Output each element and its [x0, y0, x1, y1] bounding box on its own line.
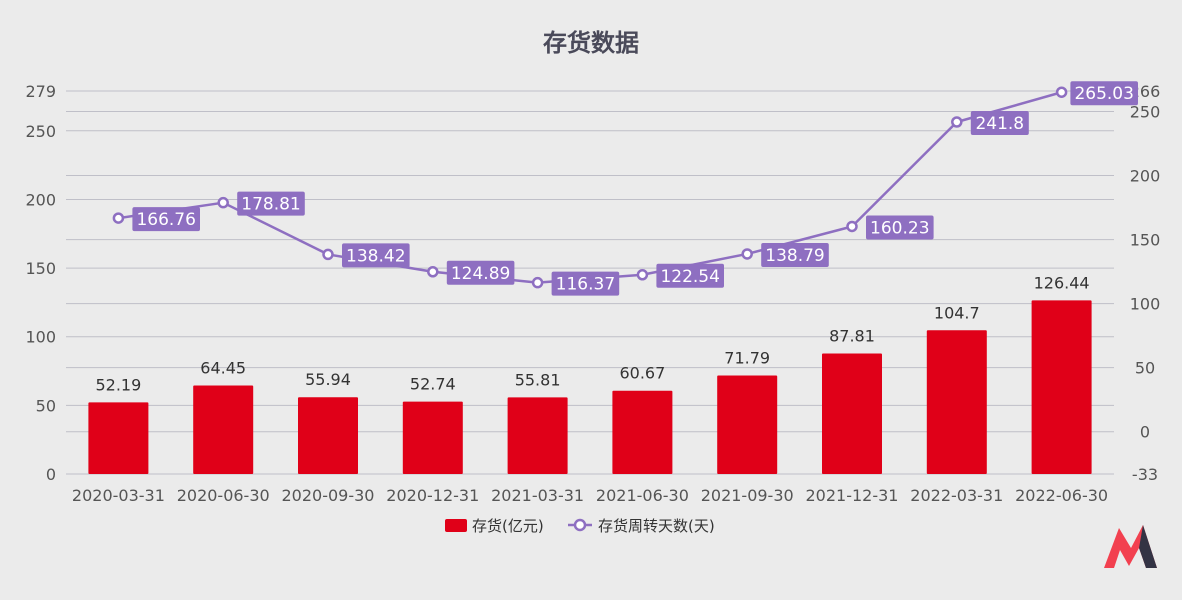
brand-logo: [1104, 525, 1157, 568]
right-tick-label: 200: [1130, 167, 1161, 186]
line-value-label: 265.03: [1074, 84, 1133, 104]
x-tick-label: 2022-03-31: [910, 486, 1003, 505]
line-series: 166.76 178.81 138.42 124.89 116.37 122.54 138.…: [112, 81, 1138, 296]
left-tick-label: 200: [25, 190, 56, 209]
left-tick-label: 50: [36, 396, 56, 415]
line-value-label-bg: [656, 263, 724, 288]
bar: [507, 397, 568, 474]
bar-value-label: 52.19: [95, 375, 141, 394]
legend: 存货(亿元) 存货周转天数(天): [445, 517, 715, 535]
line-value-label: 124.89: [451, 264, 510, 284]
bar-series: [88, 300, 1092, 474]
x-tick-label: 2021-03-31: [491, 486, 584, 505]
x-tick-label: 2020-06-30: [177, 486, 270, 505]
line-value-label: 160.23: [870, 218, 929, 238]
line-value-label: 166.76: [136, 210, 195, 230]
bar-value-label: 71.79: [724, 348, 770, 367]
bar-value-label: 52.74: [410, 375, 456, 394]
bar: [298, 397, 358, 474]
right-tick-label: 100: [1130, 295, 1161, 314]
line-value-label: 116.37: [556, 275, 615, 295]
line-point: [741, 248, 753, 260]
bar: [1031, 300, 1092, 474]
line-value-label-bg: [446, 260, 515, 285]
left-tick-label: 279: [25, 82, 56, 101]
line-point: [427, 266, 439, 278]
right-tick-label: -33: [1132, 465, 1158, 484]
line-point: [636, 269, 649, 281]
line-value-label: 241.8: [975, 114, 1024, 134]
bar-value-label: 60.67: [619, 364, 665, 383]
x-tick-label: 2020-09-30: [282, 486, 375, 505]
line-value-label-bg: [761, 242, 829, 267]
bar: [717, 375, 778, 474]
legend-line-label: 存货周转天数(天): [598, 517, 715, 535]
bar-labels: 52.19 64.45 55.94 52.74 55.81 60.67 71.79 87.81…: [95, 273, 1089, 394]
legend-bar-swatch: [445, 519, 467, 532]
line-value-label-bg: [970, 110, 1029, 135]
x-tick-label: 2021-06-30: [596, 486, 689, 505]
legend-line-marker: [573, 518, 587, 532]
bar: [926, 330, 987, 474]
bar-value-label: 87.81: [829, 326, 875, 345]
bar: [822, 353, 882, 474]
line-value-label-bg: [237, 191, 305, 216]
bar-value-label: 55.94: [305, 370, 351, 389]
x-tick-label: 2021-12-31: [806, 486, 899, 505]
left-tick-label: 100: [25, 328, 56, 347]
x-tick-label: 2020-03-31: [72, 486, 165, 505]
bar: [402, 401, 463, 474]
line-value-label-bg: [342, 243, 410, 268]
grid-lines: [66, 90, 1114, 475]
line-value-label-bg: [132, 207, 200, 232]
x-axis: 2020-03-31 2020-06-30 2020-09-30 2020-12-31…: [72, 486, 1108, 505]
right-tick-label: 50: [1135, 359, 1155, 378]
bar-value-label: 55.81: [515, 370, 561, 389]
left-tick-label: 250: [25, 122, 56, 141]
bar-value-label: 64.45: [200, 359, 246, 378]
bar-value-label: 104.7: [934, 303, 980, 322]
right-tick-label: 250: [1130, 102, 1161, 121]
line-value-label: 138.42: [346, 246, 405, 266]
x-tick-label: 2020-12-31: [386, 486, 479, 505]
line-point: [1055, 86, 1068, 98]
line-value-label: 178.81: [241, 195, 300, 215]
chart-title: 存货数据: [543, 29, 639, 57]
x-tick-label: 2022-06-30: [1015, 486, 1108, 505]
left-tick-label: 0: [46, 465, 56, 484]
line-value-label-bg: [551, 271, 620, 296]
line-value-label-bg: [1070, 81, 1138, 106]
line-point: [112, 212, 125, 224]
left-tick-label: 150: [25, 259, 56, 278]
right-tick-label: 0: [1140, 423, 1150, 442]
bar: [88, 402, 149, 474]
right-tick-label: 150: [1130, 231, 1161, 250]
x-tick-label: 2021-09-30: [701, 486, 794, 505]
line-point: [217, 196, 229, 209]
line-point: [951, 116, 963, 128]
line-value-label: 138.79: [765, 246, 824, 266]
line-value-label-bg: [866, 215, 934, 240]
line-value-label: 122.54: [660, 267, 719, 287]
bar: [193, 385, 254, 474]
line-point: [322, 248, 334, 261]
line-path: [118, 91, 1062, 284]
bar-value-label: 126.44: [1034, 273, 1090, 292]
left-axis: 0 50 100 150 200 250 279: [25, 82, 56, 484]
line-point: [531, 276, 544, 289]
legend-bar-label: 存货(亿元): [472, 517, 544, 535]
line-point: [846, 220, 858, 233]
bar: [612, 390, 673, 474]
